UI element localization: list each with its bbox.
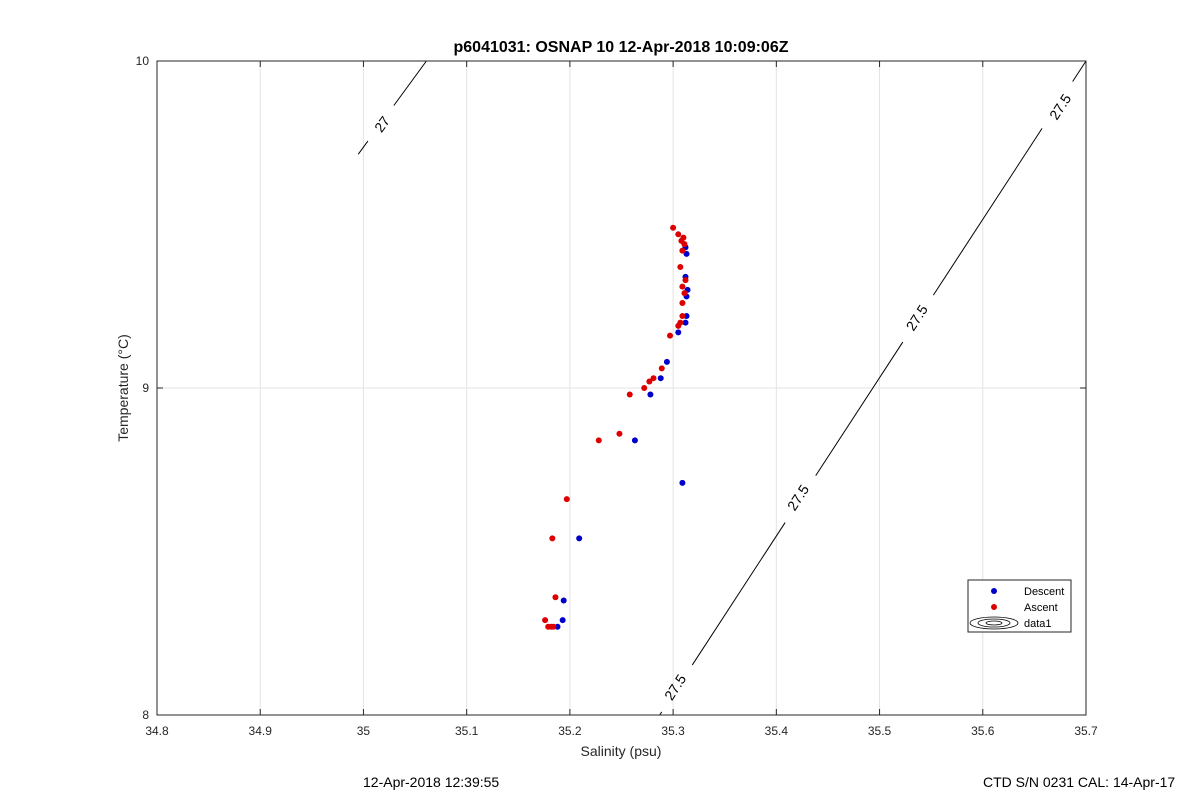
- legend-contour-icon: [977, 618, 1011, 628]
- ascent-point: [563, 496, 570, 503]
- ascent-point: [616, 430, 623, 437]
- legend-marker-descent: [991, 588, 997, 594]
- ascent-point: [679, 313, 686, 320]
- legend: Descent Ascent data1: [967, 579, 1072, 633]
- x-axis-label: Salinity (psu): [581, 743, 662, 759]
- x-tick-label: 34.8: [145, 724, 169, 738]
- x-tick-label: 35.5: [868, 724, 892, 738]
- legend-marker-ascent: [991, 604, 997, 610]
- ascent-point: [550, 623, 557, 630]
- footer-ctd-info: CTD S/N 0231 CAL: 14-Apr-17: [983, 774, 1176, 790]
- descent-point: [560, 597, 567, 604]
- isopycnal-line: [659, 711, 663, 716]
- ascent-point: [552, 594, 559, 601]
- ascent-point: [677, 264, 684, 271]
- descent-point: [631, 437, 638, 444]
- ascent-point: [626, 391, 633, 398]
- legend-label: data1: [1024, 618, 1052, 630]
- isopycnal-line: [691, 522, 786, 666]
- descent-point: [683, 313, 690, 320]
- descent-point: [559, 617, 566, 624]
- x-tick-label: 35.1: [455, 724, 479, 738]
- legend-box: [967, 579, 1072, 633]
- ascent-point: [682, 277, 689, 284]
- isopycnal-line: [357, 140, 369, 155]
- ascent-point: [680, 234, 687, 241]
- descent-point: [682, 319, 689, 326]
- descent-point: [657, 375, 664, 382]
- x-tick-label: 35.7: [1074, 724, 1098, 738]
- isopycnal-line: [932, 128, 1043, 296]
- isopycnal-line: [815, 341, 904, 476]
- footer-timestamp: 12-Apr-2018 12:39:55: [363, 774, 500, 790]
- legend-contour-icon: [985, 620, 1003, 626]
- legend-label: Ascent: [1024, 602, 1058, 614]
- ascent-point: [667, 332, 674, 339]
- x-tick-label: 35.3: [661, 724, 685, 738]
- isopycnal-line: [393, 60, 427, 106]
- descent-point: [576, 535, 583, 542]
- descent-point: [679, 479, 686, 486]
- x-tick-label: 35.2: [558, 724, 582, 738]
- ascent-point: [658, 365, 665, 372]
- ascent-point: [681, 290, 688, 297]
- ascent-point: [677, 319, 684, 326]
- descent-point: [675, 329, 682, 336]
- descent-point: [663, 358, 670, 365]
- descent-point: [647, 391, 654, 398]
- ascent-point: [670, 224, 677, 231]
- legend-label: Descent: [1024, 586, 1064, 598]
- y-tick-label: 8: [142, 708, 149, 722]
- isopycnal-line: [1072, 60, 1087, 82]
- ascent-point: [675, 231, 682, 238]
- legend-contour-icon: [969, 616, 1019, 630]
- ascent-point: [679, 283, 686, 290]
- descent-point: [554, 623, 561, 630]
- ascent-point: [679, 299, 686, 306]
- descent-point: [683, 250, 690, 257]
- ascent-point: [679, 247, 686, 254]
- ascent-point: [549, 535, 556, 542]
- y-axis-label: Temperature (°C): [115, 334, 131, 442]
- ascent-point: [641, 385, 648, 391]
- ascent-point: [646, 378, 653, 385]
- ascent-point: [650, 375, 657, 382]
- data-points: [542, 224, 691, 630]
- axis-ticks: 34.8 34.9 35 35.1 35.2 35.3 35.4 35.5 35.6 35.7 8 9…: [136, 54, 1098, 738]
- x-tick-label: 35.4: [765, 724, 789, 738]
- chart-title: p6041031: OSNAP 10 12-Apr-2018 10:09:06Z: [454, 39, 789, 56]
- y-tick-label: 10: [136, 54, 150, 68]
- x-tick-label: 35.6: [971, 724, 995, 738]
- x-tick-label: 35: [357, 724, 371, 738]
- ascent-point: [542, 617, 549, 624]
- y-tick-label: 9: [142, 381, 149, 395]
- x-tick-label: 34.9: [249, 724, 273, 738]
- ascent-point: [595, 437, 602, 444]
